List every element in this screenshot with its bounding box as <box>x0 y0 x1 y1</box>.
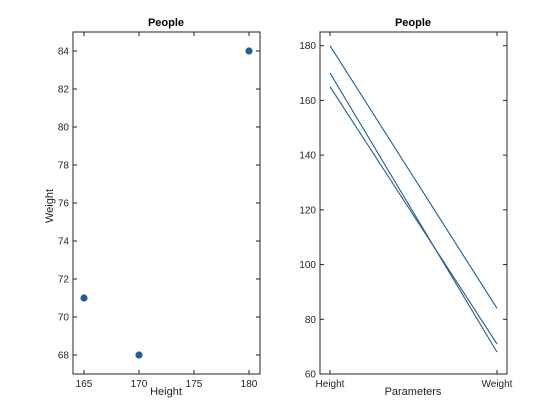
line-ytick-label: 60 <box>305 370 317 381</box>
scatter-ytick-label: 70 <box>58 313 70 324</box>
line-ytick-label: 120 <box>299 205 316 216</box>
line-ytick-label: 180 <box>299 41 316 52</box>
scatter-axes: People Height Weight 165 170 175 180 68 70 72 7… <box>44 17 261 398</box>
series-line <box>329 86 498 345</box>
line-xtick-label: Height <box>316 379 345 390</box>
scatter-ytick-label: 74 <box>58 237 70 248</box>
line-ytick-label: 100 <box>299 260 316 271</box>
scatter-xlabel: Height <box>150 386 182 398</box>
line-axes: People Parameters Height Weight 60 80 100 120… <box>299 17 512 398</box>
series-line <box>329 72 498 353</box>
scatter-ytick-label: 82 <box>58 85 70 96</box>
scatter-ylabel: Weight <box>44 189 56 223</box>
scatter-point <box>245 47 253 55</box>
line-xlabel: Parameters <box>385 386 442 398</box>
scatter-ytick-label: 84 <box>58 47 70 58</box>
scatter-ytick-label: 72 <box>58 275 70 286</box>
scatter-title: People <box>148 17 184 29</box>
scatter-ytick-label: 80 <box>58 123 70 134</box>
scatter-xtick-label: 180 <box>241 379 258 390</box>
scatter-xtick-label: 165 <box>76 379 93 390</box>
line-ytick-label: 140 <box>299 151 316 162</box>
series-line <box>329 45 498 309</box>
line-ytick-label: 80 <box>305 315 317 326</box>
scatter-xtick-label: 170 <box>131 379 148 390</box>
scatter-ytick-label: 68 <box>58 351 70 362</box>
line-frame <box>319 31 508 375</box>
scatter-point <box>135 351 143 359</box>
scatter-ytick-label: 78 <box>58 161 70 172</box>
scatter-point <box>80 294 88 302</box>
line-title: People <box>395 17 431 29</box>
scatter-frame <box>72 31 261 375</box>
scatter-ytick-label: 76 <box>58 199 70 210</box>
line-xtick-label: Weight <box>482 379 513 390</box>
scatter-xtick-label: 175 <box>186 379 203 390</box>
line-ytick-label: 160 <box>299 96 316 107</box>
